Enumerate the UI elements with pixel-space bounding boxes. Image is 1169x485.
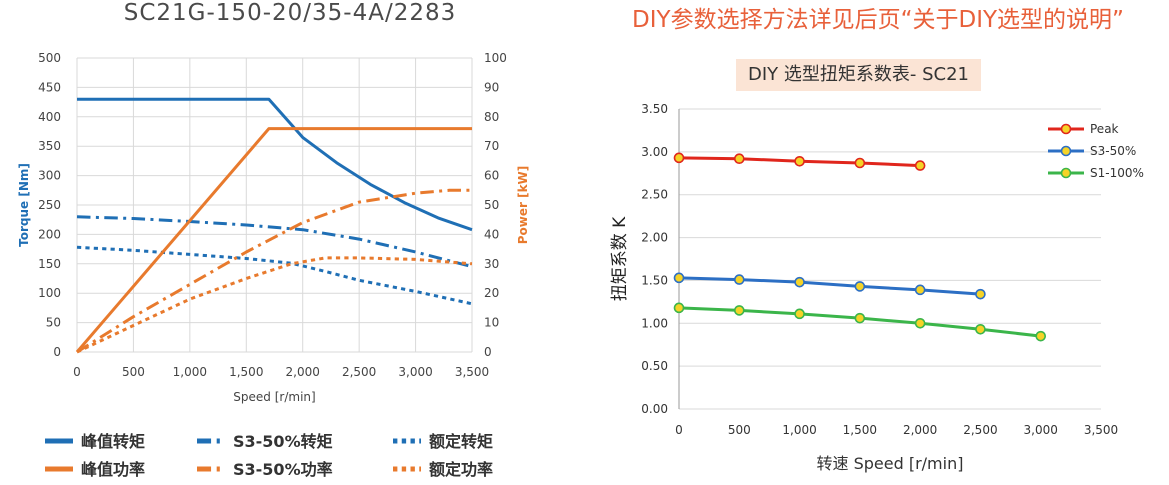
x-tick-label: 2,500 (963, 423, 997, 437)
y-tick-label: 400 (38, 110, 61, 124)
data-point (854, 157, 866, 169)
series-line-4 (75, 127, 472, 353)
x-tick-label: 500 (728, 423, 751, 437)
y-tick-label: 200 (38, 227, 61, 241)
right-chart-title: DIY 选型扭矩系数表- SC21 (736, 59, 982, 91)
data-point (975, 288, 986, 300)
series-line-2 (76, 215, 473, 269)
y2-tick-label: 70 (484, 139, 499, 153)
series-line-2 (678, 276, 981, 296)
y-tick-label: 150 (38, 257, 61, 271)
y2-tick-label: 30 (484, 257, 499, 271)
legend-label: S3-50% (1090, 144, 1136, 158)
legend-label: 峰值功率 (81, 460, 145, 479)
diy-instruction-title: DIY参数选择方法详见后页“关于DIY选型的说明” (632, 7, 1124, 33)
y-tick-label: 500 (38, 51, 61, 65)
series-line-1 (77, 97, 473, 232)
y2-tick-label: 100 (484, 51, 507, 65)
legend-label: S1-100% (1090, 166, 1144, 180)
x-tick-label: 1,500 (843, 423, 877, 437)
x-tick-label: 2,000 (903, 423, 937, 437)
y-tick-label: 100 (38, 286, 61, 300)
x-tick-label: 1,000 (782, 423, 816, 437)
data-point (914, 284, 926, 296)
legend-label: 额定功率 (429, 460, 493, 479)
y-tick-label: 1.50 (641, 273, 668, 287)
y-tick-label: 2.00 (641, 231, 668, 245)
legend-marker (1060, 145, 1072, 157)
x-tick-label: 0 (675, 423, 683, 437)
x-tick-label: 3,000 (1024, 423, 1058, 437)
legend-label: S3-50%转矩 (233, 432, 333, 451)
data-point (673, 272, 685, 284)
y2-tick-label: 10 (484, 316, 499, 330)
y-tick-label: 0.00 (641, 402, 668, 416)
data-point (794, 308, 805, 320)
data-point (914, 160, 926, 171)
x-tick-label: 2,500 (342, 365, 376, 379)
y-tick-label: 2.50 (641, 188, 668, 202)
y2-tick-label: 0 (484, 345, 492, 359)
y2-axis-label: Power [kW] (516, 166, 530, 245)
data-point (1035, 330, 1047, 342)
data-point (854, 281, 866, 292)
left-chart-title: SC21G-150-20/35-4A/2283 (123, 0, 457, 26)
y2-tick-label: 90 (484, 80, 499, 94)
x-axis-label: Speed [r/min] (233, 390, 315, 404)
data-point (733, 305, 745, 316)
x-tick-label: 3,000 (398, 365, 432, 379)
x-tick-label: 3,500 (455, 365, 489, 379)
data-point (733, 274, 745, 285)
series-line-6 (76, 256, 473, 354)
data-point (914, 317, 926, 329)
series-line-3 (76, 245, 473, 306)
y-axis-label: Torque [Nm] (17, 163, 31, 247)
legend-label: Peak (1090, 122, 1119, 136)
x-tick-label: 0 (73, 365, 81, 379)
x-tick-label: 3,500 (1084, 423, 1118, 437)
data-point (733, 153, 745, 165)
legend-marker (1060, 123, 1072, 135)
data-point (794, 276, 805, 288)
x-tick-label: 500 (122, 365, 145, 379)
y-tick-label: 3.00 (641, 145, 668, 159)
x-tick-label: 1,000 (173, 365, 207, 379)
y-tick-label: 250 (38, 198, 61, 212)
legend-marker (1060, 167, 1072, 179)
y2-tick-label: 20 (484, 286, 499, 300)
y-tick-label: 0 (53, 345, 61, 359)
y-tick-label: 450 (38, 80, 61, 94)
y-tick-label: 350 (38, 139, 61, 153)
y2-tick-label: 50 (484, 198, 499, 212)
legend-label: S3-50%功率 (233, 460, 333, 479)
x-tick-label: 1,500 (229, 365, 263, 379)
x-axis-label: 转速 Speed [r/min] (817, 454, 964, 473)
y-axis-label: 扭矩系数 K (610, 216, 630, 301)
y-tick-label: 3.50 (641, 102, 668, 116)
y2-tick-label: 60 (484, 169, 499, 183)
y2-tick-label: 40 (484, 227, 499, 241)
y-tick-label: 1.00 (641, 316, 668, 330)
y-tick-label: 50 (46, 316, 61, 330)
data-point (673, 302, 685, 314)
legend-label: 额定转矩 (429, 432, 493, 451)
data-point (673, 152, 685, 164)
series-line-5 (76, 188, 472, 354)
y2-tick-label: 80 (484, 110, 499, 124)
data-point (854, 312, 866, 324)
data-point (794, 155, 805, 167)
data-point (975, 323, 986, 335)
x-tick-label: 2,000 (286, 365, 320, 379)
legend-label: 峰值转矩 (81, 432, 145, 451)
y-tick-label: 300 (38, 169, 61, 183)
y-tick-label: 0.50 (641, 359, 668, 373)
